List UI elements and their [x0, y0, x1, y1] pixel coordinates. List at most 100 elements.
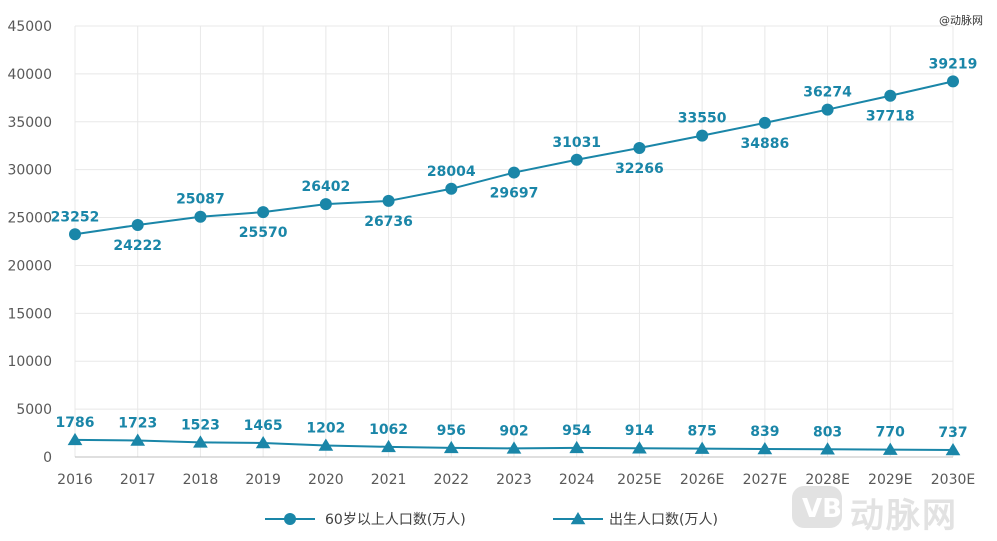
- data-point: [947, 75, 959, 88]
- series-layer: 23252 24222 25087 25570 26402 26736 28004 29697…: [51, 56, 978, 456]
- x-axis: 2016 2017 2018 2019 2020 2021 2022 2023 2024 2025…: [57, 456, 975, 488]
- logo-text: 动脉网: [850, 496, 958, 536]
- data-point: [69, 228, 81, 241]
- x-tick-label: 2021: [371, 472, 407, 488]
- data-label: 1202: [306, 420, 345, 436]
- data-label: 34886: [740, 136, 789, 152]
- x-tick-label: 2026E: [680, 472, 724, 488]
- data-point: [445, 182, 458, 195]
- x-tick-label: 2027E: [743, 472, 787, 488]
- data-point: [257, 206, 270, 219]
- data-point: [382, 194, 395, 207]
- y-tick-label: 5000: [16, 402, 52, 418]
- data-label: 1723: [118, 415, 157, 431]
- logo-icon: VB: [792, 486, 842, 528]
- data-label: 954: [562, 423, 591, 439]
- data-label: 37718: [866, 109, 915, 125]
- data-point: [820, 442, 835, 455]
- x-tick-label: 2017: [120, 472, 156, 488]
- data-point: [508, 166, 520, 179]
- x-tick-label: 2028E: [805, 472, 849, 488]
- x-tick-label: 2023: [496, 472, 532, 488]
- data-point: [569, 440, 585, 454]
- data-point: [694, 441, 710, 454]
- data-label: 26736: [364, 214, 413, 230]
- data-label: 902: [499, 423, 528, 439]
- data-point: [67, 432, 83, 446]
- watermark-logo: VB 动脉网: [790, 484, 990, 536]
- data-label: 737: [938, 425, 967, 441]
- data-label: 956: [437, 423, 466, 439]
- data-label: 25087: [176, 192, 225, 208]
- data-label: 1786: [56, 415, 95, 431]
- data-point: [884, 89, 897, 102]
- data-label: 23252: [51, 209, 100, 225]
- y-tick-label: 40000: [7, 67, 52, 83]
- svg-text:VB: VB: [802, 494, 842, 524]
- data-label: 914: [625, 423, 654, 439]
- data-label: 33550: [678, 111, 727, 127]
- series-2: 1786 1723 1523 1465 1202 1062 956 902 954 914 875 8…: [56, 415, 968, 456]
- data-label: 803: [813, 424, 842, 440]
- x-tick-label: 2025E: [617, 472, 661, 488]
- data-point: [318, 438, 334, 451]
- x-tick-label: 2019: [245, 472, 281, 488]
- x-tick-label: 2029E: [868, 472, 912, 488]
- data-label: 29697: [490, 186, 539, 202]
- data-label: 770: [876, 425, 905, 441]
- y-tick-label: 10000: [7, 354, 52, 370]
- y-tick-label: 15000: [7, 306, 52, 322]
- legend-label: 60岁以上人口数(万人): [325, 512, 466, 528]
- data-point: [758, 116, 771, 129]
- data-label: 1523: [181, 417, 220, 433]
- x-tick-label: 2022: [433, 472, 469, 488]
- data-label: 39219: [929, 56, 978, 72]
- data-point: [882, 442, 898, 455]
- data-label: 36274: [803, 85, 852, 101]
- y-axis: 0 5000 10000 15000 20000 25000 30000 35000 40000…: [7, 19, 52, 466]
- data-point: [255, 435, 271, 449]
- data-point: [131, 219, 144, 232]
- x-tick-label: 2030E: [931, 472, 975, 488]
- data-point: [570, 153, 583, 166]
- data-point: [632, 441, 647, 454]
- x-tick-label: 2016: [57, 472, 93, 488]
- y-tick-label: 30000: [7, 163, 52, 179]
- y-tick-label: 0: [43, 450, 52, 466]
- legend-triangle-icon: [570, 512, 586, 525]
- data-point: [194, 210, 207, 223]
- data-label: 1062: [369, 422, 408, 438]
- data-point: [633, 141, 646, 154]
- data-point: [443, 440, 459, 454]
- data-point: [130, 433, 146, 446]
- y-tick-label: 25000: [7, 211, 52, 227]
- x-tick-label: 2020: [308, 472, 344, 488]
- data-point: [506, 441, 522, 454]
- data-label: 32266: [615, 161, 664, 177]
- legend: 60岁以上人口数(万人) 出生人口数(万人): [265, 512, 718, 528]
- data-label: 1465: [244, 418, 283, 434]
- watermark-top-right: @动脉网: [939, 14, 983, 27]
- legend-item-1: 60岁以上人口数(万人): [265, 512, 466, 528]
- x-tick-label: 2024: [559, 472, 595, 488]
- data-label: 25570: [239, 225, 288, 241]
- y-tick-label: 35000: [7, 115, 52, 131]
- data-label: 31031: [552, 135, 601, 151]
- data-point: [319, 198, 332, 211]
- data-point: [821, 103, 834, 116]
- series-1: 23252 24222 25087 25570 26402 26736 28004 29697…: [51, 56, 978, 254]
- data-label: 24222: [113, 238, 162, 254]
- legend-circle-icon: [284, 513, 296, 525]
- data-point: [757, 441, 773, 455]
- data-label: 28004: [427, 164, 476, 180]
- data-label: 875: [688, 424, 717, 440]
- data-label: 839: [750, 424, 779, 440]
- data-point: [945, 442, 961, 456]
- data-point: [193, 435, 208, 448]
- legend-item-2: 出生人口数(万人): [553, 512, 718, 528]
- y-tick-label: 45000: [7, 19, 52, 35]
- y-tick-label: 20000: [7, 258, 52, 274]
- data-label: 26402: [301, 179, 350, 195]
- grid-lines: [74, 25, 954, 457]
